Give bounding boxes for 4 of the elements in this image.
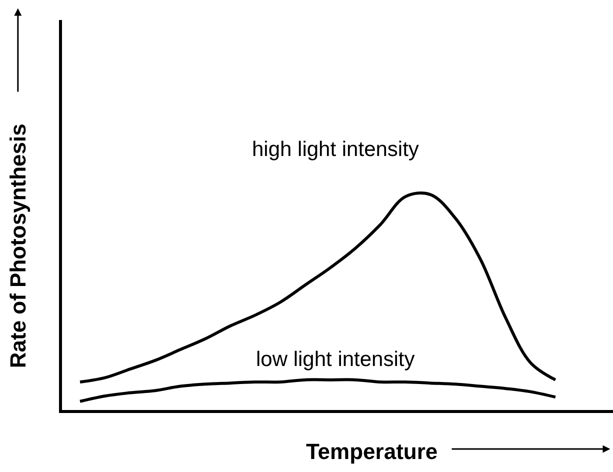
series-label: low light intensity [256, 348, 416, 371]
x-axis-title: Temperature [306, 439, 438, 464]
series-label: high light intensity [252, 138, 420, 161]
y-axis-title: Rate of Photosynthesis [6, 124, 31, 368]
